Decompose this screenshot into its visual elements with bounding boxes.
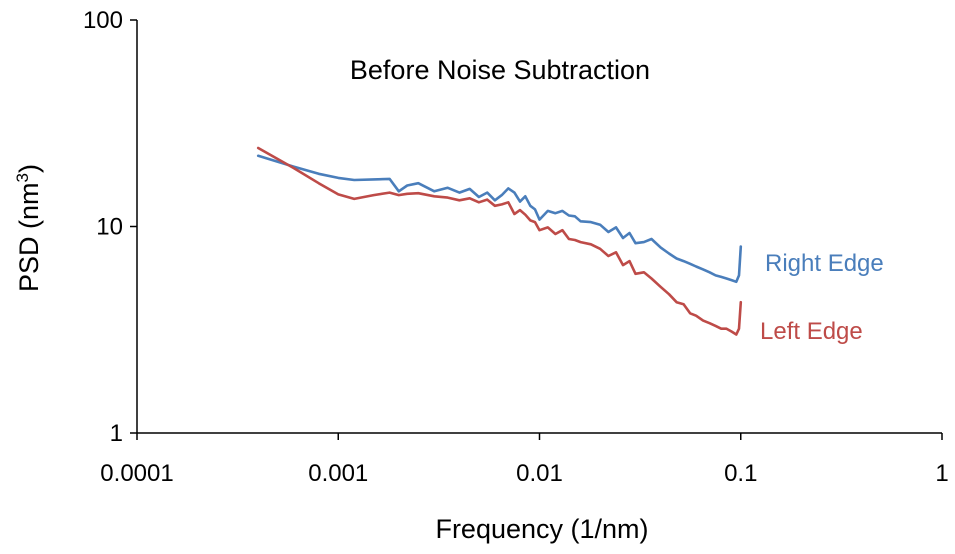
- y-axis-title-main: PSD (nm: [14, 182, 44, 292]
- series-line-left-edge: [256, 146, 743, 336]
- series-group: [256, 146, 743, 336]
- x-axis-title: Frequency (1/nm): [435, 514, 648, 544]
- series-line-right-edge: [256, 154, 743, 284]
- x-tick-label: 0.001: [308, 460, 368, 487]
- x-tick-label: 0.0001: [100, 460, 173, 487]
- chart-title: Before Noise Subtraction: [350, 55, 650, 85]
- series-label-left-edge: Left Edge: [760, 318, 863, 345]
- axes: 1 10 100 0.0001 0.001 0.01 0.1 1: [83, 7, 949, 487]
- y-tick-label: 10: [96, 214, 123, 241]
- y-axis-title-superscript: 3: [13, 173, 32, 182]
- y-axis-title: PSD (nm3): [13, 164, 44, 292]
- x-tick-label: 1: [935, 460, 948, 487]
- series-label-right-edge: Right Edge: [765, 250, 884, 277]
- x-tick-label: 0.01: [516, 460, 563, 487]
- x-tick-label: 0.1: [724, 460, 757, 487]
- y-tick-label: 1: [110, 420, 123, 447]
- y-tick-label: 100: [83, 7, 123, 34]
- y-axis-title-suffix: ): [14, 164, 44, 173]
